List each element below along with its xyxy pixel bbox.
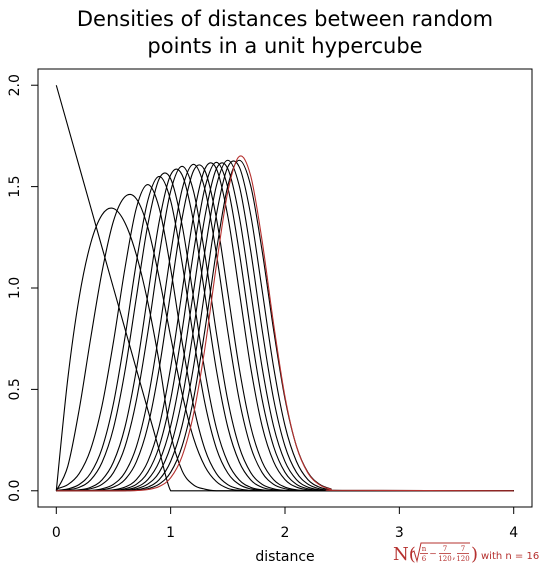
annotation-text: − xyxy=(429,550,437,560)
annotation-text: 6 xyxy=(422,555,427,563)
density-line xyxy=(55,85,514,492)
y-tick-label: 1.5 xyxy=(7,175,23,197)
annotation-text: with n = 16 xyxy=(481,551,539,562)
density-line xyxy=(56,161,514,492)
x-tick-label: 3 xyxy=(395,525,404,541)
y-tick-label: 1.0 xyxy=(7,277,23,299)
annotation-text: 7 xyxy=(443,545,447,553)
x-tick-label: 2 xyxy=(281,525,290,541)
x-tick-label: 0 xyxy=(52,525,61,541)
plot-frame xyxy=(37,68,533,508)
annotation-text: N( xyxy=(393,544,416,565)
annotation-text: 120 xyxy=(438,555,451,563)
density-line xyxy=(56,159,514,492)
sqrt-sign xyxy=(410,542,470,563)
annotation-text: 7 xyxy=(461,545,465,553)
chart-title: points in a unit hypercube xyxy=(147,34,422,58)
annotation-text: , xyxy=(452,551,455,562)
annotation-text: 120 xyxy=(456,555,469,563)
x-tick-label: 4 xyxy=(509,525,518,541)
density-line xyxy=(56,160,514,492)
x-tick-label: 1 xyxy=(166,525,175,541)
density-line xyxy=(56,155,514,492)
y-tick-label: 0.0 xyxy=(7,480,23,502)
annotation: N( n 6 − 7 120 , 7 120 ) with n = 16 xyxy=(393,542,539,565)
annotation-text: n xyxy=(422,545,427,553)
y-tick-label: 0.5 xyxy=(7,378,23,400)
density-line xyxy=(56,159,514,492)
density-line xyxy=(56,172,514,492)
x-axis-label: distance xyxy=(255,549,314,565)
annotation-text: ) xyxy=(471,544,478,565)
chart-title: Densities of distances between random xyxy=(77,7,493,31)
y-tick-label: 2.0 xyxy=(7,74,23,96)
